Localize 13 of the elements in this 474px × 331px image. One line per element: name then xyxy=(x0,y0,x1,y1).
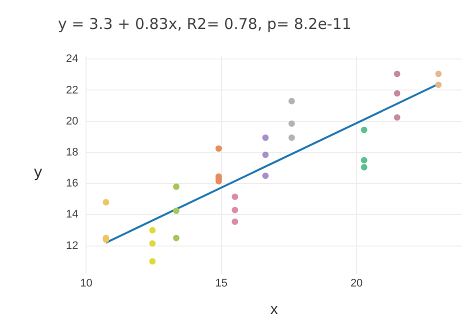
x-axis-title: x xyxy=(270,301,278,318)
y-tick-label: 18 xyxy=(66,146,78,158)
x-tick-label: 20 xyxy=(350,277,363,290)
y-tick-label: 20 xyxy=(66,115,78,128)
x-tick-label: 15 xyxy=(215,277,228,290)
y-tick-label: 12 xyxy=(66,240,78,252)
y-tick-label: 24 xyxy=(66,53,78,66)
y-tick-label: 16 xyxy=(66,178,78,190)
chart-title: y = 3.3 + 0.83x, R2= 0.78, p= 8.2e-11 xyxy=(58,14,352,33)
y-tick-label: 22 xyxy=(66,84,78,96)
x-tick-label: 10 xyxy=(80,277,92,290)
y-tick-label: 14 xyxy=(66,208,78,221)
y-axis-title: y xyxy=(34,162,43,181)
